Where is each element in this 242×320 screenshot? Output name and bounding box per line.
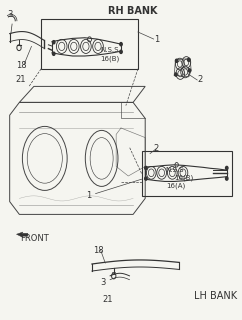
Text: 16(A): 16(A) [166, 183, 185, 189]
Circle shape [145, 166, 147, 170]
Circle shape [226, 177, 228, 180]
Text: 2: 2 [154, 144, 159, 153]
Circle shape [53, 52, 55, 55]
Circle shape [120, 43, 122, 46]
Circle shape [188, 69, 191, 72]
Circle shape [120, 50, 122, 53]
Text: RH BANK: RH BANK [108, 6, 158, 16]
Circle shape [188, 58, 190, 61]
Text: 21: 21 [16, 75, 26, 84]
Text: N.S.S: N.S.S [100, 47, 119, 52]
Circle shape [53, 41, 55, 44]
Text: 16(B): 16(B) [174, 174, 194, 181]
Text: 16(B): 16(B) [100, 56, 120, 62]
Text: 21: 21 [103, 295, 113, 304]
Text: LH BANK: LH BANK [194, 291, 237, 301]
Circle shape [226, 166, 228, 170]
Circle shape [145, 177, 147, 180]
Text: 3: 3 [100, 278, 106, 287]
Text: 3: 3 [7, 10, 13, 19]
Circle shape [175, 59, 178, 62]
Text: 18: 18 [16, 61, 26, 70]
Circle shape [175, 73, 177, 76]
Text: 18: 18 [93, 246, 104, 255]
Text: FRONT: FRONT [21, 234, 49, 243]
Text: 1: 1 [86, 191, 91, 200]
Text: 1: 1 [154, 35, 159, 44]
Text: 2: 2 [197, 76, 203, 84]
Polygon shape [16, 232, 28, 237]
Text: N.S.S: N.S.S [166, 167, 184, 173]
